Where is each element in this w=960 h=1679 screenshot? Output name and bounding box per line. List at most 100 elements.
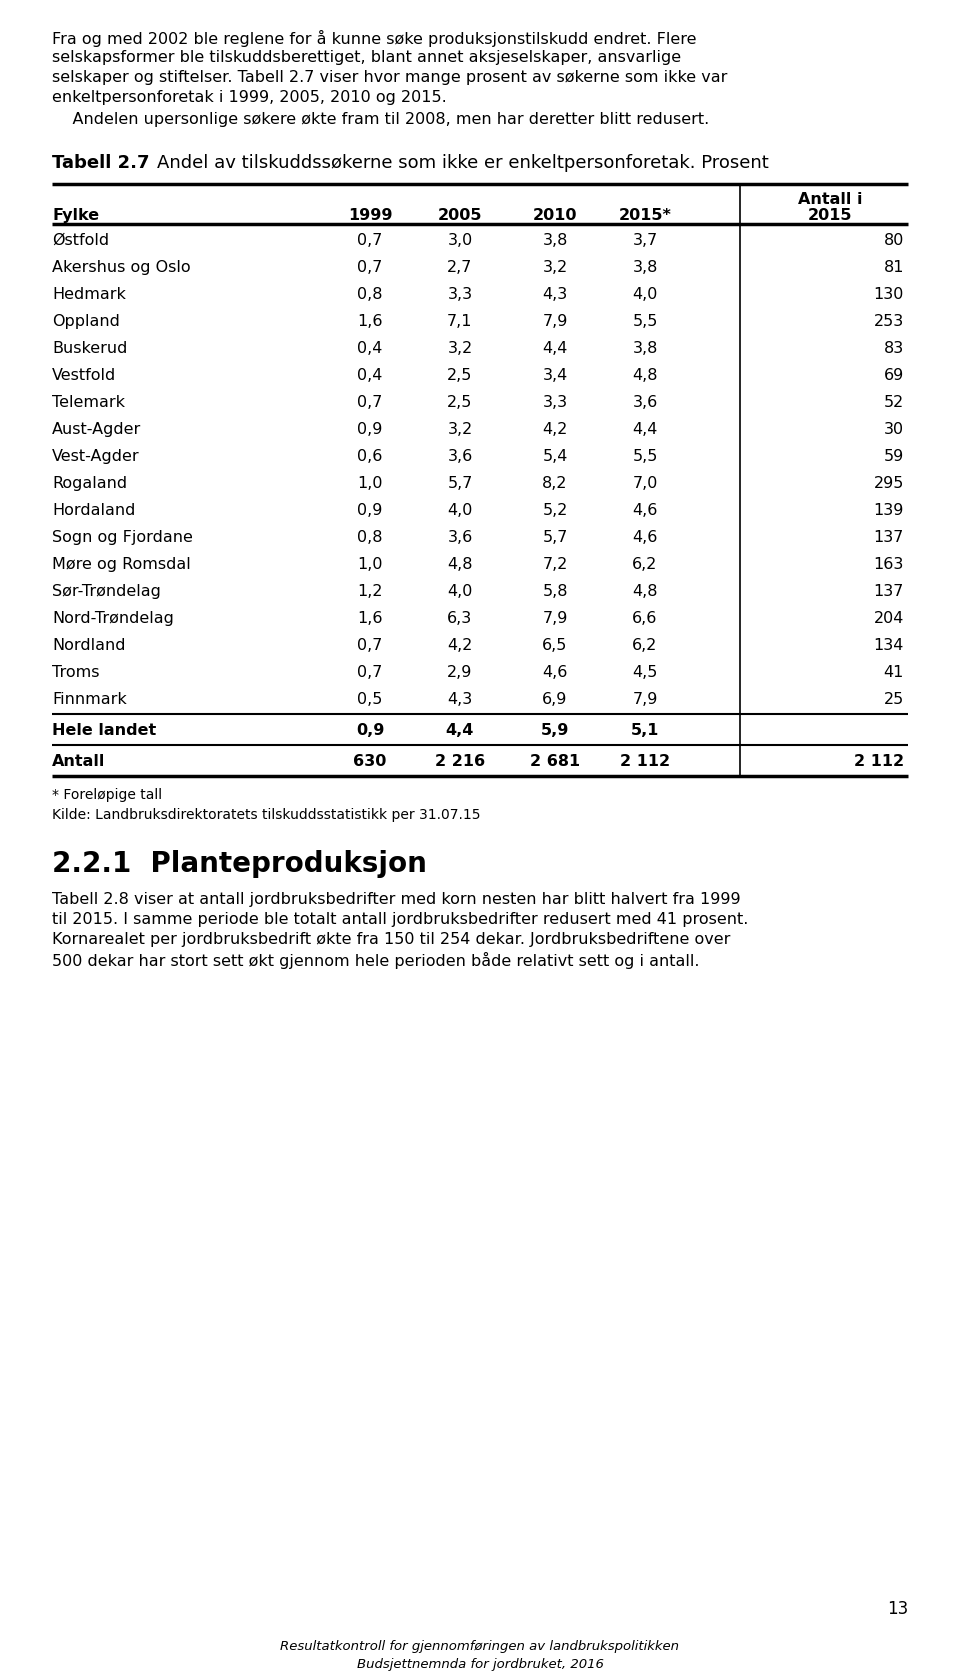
Text: 4,0: 4,0 <box>633 287 658 302</box>
Text: Aust-Agder: Aust-Agder <box>52 421 141 437</box>
Text: 4,8: 4,8 <box>633 584 658 599</box>
Text: Telemark: Telemark <box>52 395 125 410</box>
Text: 13: 13 <box>887 1600 908 1619</box>
Text: Andel av tilskuddssøkerne som ikke er enkeltpersonforetak. Prosent: Andel av tilskuddssøkerne som ikke er en… <box>157 154 769 171</box>
Text: Finnmark: Finnmark <box>52 692 127 707</box>
Text: Østfold: Østfold <box>52 233 109 248</box>
Text: 1999: 1999 <box>348 208 393 223</box>
Text: 0,8: 0,8 <box>357 531 383 546</box>
Text: Vest-Agder: Vest-Agder <box>52 448 139 463</box>
Text: 139: 139 <box>874 504 904 519</box>
Text: 80: 80 <box>883 233 904 248</box>
Text: 1,0: 1,0 <box>357 477 383 490</box>
Text: 3,2: 3,2 <box>542 260 567 275</box>
Text: Budsjettnemnda for jordbruket, 2016: Budsjettnemnda for jordbruket, 2016 <box>356 1657 604 1671</box>
Text: 5,7: 5,7 <box>447 477 472 490</box>
Text: 7,9: 7,9 <box>542 611 567 626</box>
Text: 0,5: 0,5 <box>357 692 383 707</box>
Text: 7,0: 7,0 <box>633 477 658 490</box>
Text: 3,4: 3,4 <box>542 368 567 383</box>
Text: 2,5: 2,5 <box>447 368 472 383</box>
Text: 5,5: 5,5 <box>633 448 658 463</box>
Text: 3,6: 3,6 <box>447 448 472 463</box>
Text: 69: 69 <box>884 368 904 383</box>
Text: 59: 59 <box>884 448 904 463</box>
Text: 5,5: 5,5 <box>633 314 658 329</box>
Text: 7,1: 7,1 <box>447 314 472 329</box>
Text: 52: 52 <box>884 395 904 410</box>
Text: 0,4: 0,4 <box>357 341 383 356</box>
Text: 5,7: 5,7 <box>542 531 567 546</box>
Text: 3,2: 3,2 <box>447 341 472 356</box>
Text: 4,8: 4,8 <box>447 557 472 573</box>
Text: 134: 134 <box>874 638 904 653</box>
Text: 2010: 2010 <box>533 208 577 223</box>
Text: 0,8: 0,8 <box>357 287 383 302</box>
Text: 0,7: 0,7 <box>357 665 383 680</box>
Text: 0,9: 0,9 <box>357 504 383 519</box>
Text: 6,2: 6,2 <box>633 638 658 653</box>
Text: 3,0: 3,0 <box>447 233 472 248</box>
Text: 5,9: 5,9 <box>540 724 569 739</box>
Text: 253: 253 <box>874 314 904 329</box>
Text: 81: 81 <box>883 260 904 275</box>
Text: 4,4: 4,4 <box>542 341 567 356</box>
Text: 3,2: 3,2 <box>447 421 472 437</box>
Text: 0,4: 0,4 <box>357 368 383 383</box>
Text: 5,4: 5,4 <box>542 448 567 463</box>
Text: Hedmark: Hedmark <box>52 287 126 302</box>
Text: 4,6: 4,6 <box>542 665 567 680</box>
Text: 3,6: 3,6 <box>447 531 472 546</box>
Text: 500 dekar har stort sett økt gjennom hele perioden både relativt sett og i antal: 500 dekar har stort sett økt gjennom hel… <box>52 952 700 969</box>
Text: Troms: Troms <box>52 665 100 680</box>
Text: 0,7: 0,7 <box>357 395 383 410</box>
Text: 2,9: 2,9 <box>447 665 472 680</box>
Text: 2015: 2015 <box>807 208 852 223</box>
Text: 2005: 2005 <box>438 208 482 223</box>
Text: 2015*: 2015* <box>618 208 671 223</box>
Text: Tabell 2.8 viser at antall jordbruksbedrifter med korn nesten har blitt halvert : Tabell 2.8 viser at antall jordbruksbedr… <box>52 892 740 907</box>
Text: Antall: Antall <box>52 754 106 769</box>
Text: 4,3: 4,3 <box>542 287 567 302</box>
Text: 3,3: 3,3 <box>447 287 472 302</box>
Text: Sør-Trøndelag: Sør-Trøndelag <box>52 584 161 599</box>
Text: selskaper og stiftelser. Tabell 2.7 viser hvor mange prosent av søkerne som ikke: selskaper og stiftelser. Tabell 2.7 vise… <box>52 71 728 86</box>
Text: 6,5: 6,5 <box>542 638 567 653</box>
Text: Kilde: Landbruksdirektoratets tilskuddsstatistikk per 31.07.15: Kilde: Landbruksdirektoratets tilskuddss… <box>52 808 481 823</box>
Text: 2,7: 2,7 <box>447 260 472 275</box>
Text: 41: 41 <box>883 665 904 680</box>
Text: Akershus og Oslo: Akershus og Oslo <box>52 260 191 275</box>
Text: 2,5: 2,5 <box>447 395 472 410</box>
Text: 7,2: 7,2 <box>542 557 567 573</box>
Text: 2 112: 2 112 <box>853 754 904 769</box>
Text: til 2015. I samme periode ble totalt antall jordbruksbedrifter redusert med 41 p: til 2015. I samme periode ble totalt ant… <box>52 912 749 927</box>
Text: 4,0: 4,0 <box>447 584 472 599</box>
Text: 1,2: 1,2 <box>357 584 383 599</box>
Text: Fra og med 2002 ble reglene for å kunne søke produksjonstilskudd endret. Flere: Fra og med 2002 ble reglene for å kunne … <box>52 30 697 47</box>
Text: selskapsformer ble tilskuddsberettiget, blant annet aksjeselskaper, ansvarlige: selskapsformer ble tilskuddsberettiget, … <box>52 50 682 65</box>
Text: 295: 295 <box>874 477 904 490</box>
Text: 8,2: 8,2 <box>542 477 567 490</box>
Text: Sogn og Fjordane: Sogn og Fjordane <box>52 531 193 546</box>
Text: 6,3: 6,3 <box>447 611 472 626</box>
Text: 3,8: 3,8 <box>633 341 658 356</box>
Text: Tabell 2.7: Tabell 2.7 <box>52 154 150 171</box>
Text: Buskerud: Buskerud <box>52 341 128 356</box>
Text: Resultatkontroll for gjennomføringen av landbrukspolitikken: Resultatkontroll for gjennomføringen av … <box>280 1640 680 1654</box>
Text: 0,7: 0,7 <box>357 260 383 275</box>
Text: 2 112: 2 112 <box>620 754 670 769</box>
Text: 4,5: 4,5 <box>633 665 658 680</box>
Text: 7,9: 7,9 <box>542 314 567 329</box>
Text: Hordaland: Hordaland <box>52 504 135 519</box>
Text: 25: 25 <box>884 692 904 707</box>
Text: 163: 163 <box>874 557 904 573</box>
Text: * Foreløpige tall: * Foreløpige tall <box>52 787 162 803</box>
Text: 6,6: 6,6 <box>633 611 658 626</box>
Text: 1,0: 1,0 <box>357 557 383 573</box>
Text: 6,9: 6,9 <box>542 692 567 707</box>
Text: Nord-Trøndelag: Nord-Trøndelag <box>52 611 174 626</box>
Text: 3,6: 3,6 <box>633 395 658 410</box>
Text: 1,6: 1,6 <box>357 314 383 329</box>
Text: Hele landet: Hele landet <box>52 724 156 739</box>
Text: 5,2: 5,2 <box>542 504 567 519</box>
